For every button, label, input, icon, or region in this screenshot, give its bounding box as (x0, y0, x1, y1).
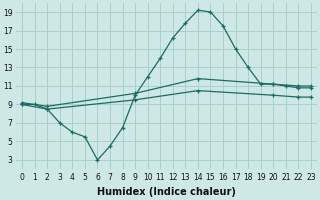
X-axis label: Humidex (Indice chaleur): Humidex (Indice chaleur) (97, 187, 236, 197)
